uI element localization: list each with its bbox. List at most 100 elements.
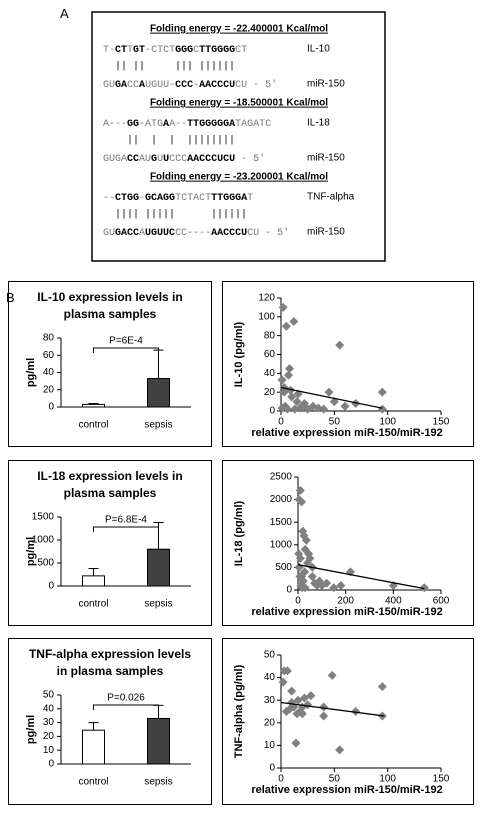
y-tick-label: 40 bbox=[264, 368, 276, 379]
bar bbox=[147, 717, 170, 765]
sequence-segment: TAGATC bbox=[235, 119, 271, 130]
scatter-point bbox=[289, 702, 299, 712]
y-axis-label: IL-18 (pg/ml) bbox=[233, 500, 245, 566]
chart-svg: 0 20 40 60 80 pg/ml control sepsis P=6E-4 bbox=[25, 333, 191, 431]
x-tick-label: 150 bbox=[433, 417, 450, 428]
scatter-point bbox=[377, 404, 387, 414]
scatter-point bbox=[329, 583, 339, 593]
y-tick-label: 1000 bbox=[32, 535, 55, 546]
sequence-segment: G bbox=[151, 154, 157, 165]
sequence: T-CTTGT-CTCTGGGCTTGGGGCT bbox=[103, 45, 247, 56]
x-tick-label: 0 bbox=[278, 774, 284, 785]
y-tick-label: 20 bbox=[43, 731, 55, 742]
sequence-segment: A bbox=[139, 80, 145, 91]
scatter-chart: 0 500 1000 1500 2000 2500 0 200 400 600 IL-18 (pg/… bbox=[222, 460, 474, 626]
scatter-point bbox=[327, 670, 337, 680]
trend-line bbox=[280, 701, 385, 717]
scatter-point bbox=[324, 387, 334, 397]
y-tick-label: 0 bbox=[48, 402, 54, 413]
y-tick-label: 500 bbox=[37, 558, 54, 569]
scatter-point bbox=[313, 403, 323, 413]
sequence-segment: - bbox=[139, 193, 145, 204]
sequence: GUGACCAUGUUCCCAACCCUCU - 5′ bbox=[103, 153, 265, 165]
chart-title: TNF-alpha expression levels in plasma sa… bbox=[28, 647, 192, 678]
x-tick-label: sepsis bbox=[144, 599, 172, 610]
bar bbox=[147, 378, 170, 408]
y-tick-label: 80 bbox=[264, 330, 276, 341]
significance-bracket bbox=[93, 704, 159, 710]
alignment-panel: Folding energy = -22.400001 Kcal/molT-CT… bbox=[91, 11, 386, 262]
x-tick-label: 400 bbox=[385, 596, 402, 607]
scatter-point bbox=[319, 404, 329, 414]
y-tick-label: 0 bbox=[269, 763, 275, 774]
scatter-point bbox=[278, 677, 288, 687]
x-tick-label: 100 bbox=[379, 774, 396, 785]
bar bbox=[147, 548, 170, 587]
y-tick-label: 50 bbox=[264, 650, 276, 661]
chart-svg: 0 500 1000 1500 pg/ml control sepsis P=6.8E-4 bbox=[25, 512, 191, 610]
scatter-point bbox=[278, 302, 288, 312]
base-pairs: |||| ||||| |||||| bbox=[103, 209, 247, 221]
scatter-point bbox=[277, 403, 287, 413]
sequence-segment: UGUUC bbox=[145, 228, 175, 239]
scatter-point bbox=[289, 317, 299, 327]
y-tick-label: 0 bbox=[286, 585, 292, 596]
x-tick-label: 600 bbox=[433, 596, 450, 607]
scatter-point bbox=[336, 580, 346, 590]
y-tick-label: 40 bbox=[43, 703, 55, 714]
sequence-segment: CC bbox=[127, 154, 139, 165]
y-tick-label: 20 bbox=[264, 717, 276, 728]
gene-label: IL-18 bbox=[307, 118, 330, 129]
folding-energy: Folding energy = -23.200001 Kcal/mol bbox=[150, 172, 328, 183]
sequence: GUGACCAUGUU-CCC-AACCCUCU - 5′ bbox=[103, 79, 277, 91]
scatter-point bbox=[314, 576, 324, 586]
scatter-point bbox=[282, 404, 292, 414]
y-tick-label: 60 bbox=[43, 350, 55, 361]
p-value: P=6E-4 bbox=[109, 336, 143, 347]
bar-chart: 0 10 20 30 40 50 pg/ml control sepsis P=0.026 TNF-… bbox=[8, 638, 212, 805]
x-axis-label: relative expression miR-150/miR-192 bbox=[251, 427, 442, 439]
y-tick-label: 0 bbox=[269, 406, 275, 417]
y-axis-label: pg/ml bbox=[25, 358, 37, 387]
y-tick-label: 10 bbox=[43, 745, 55, 756]
scatter-point bbox=[312, 580, 322, 590]
significance-bracket bbox=[93, 347, 159, 353]
scatter-point bbox=[287, 697, 297, 707]
scatter-point bbox=[300, 583, 310, 593]
y-tick-label: 40 bbox=[43, 367, 55, 378]
y-axis-label: pg/ml bbox=[25, 537, 37, 566]
sequence-segment: CC---- bbox=[175, 228, 211, 239]
y-tick-label: 500 bbox=[275, 562, 292, 573]
folding-energy: Folding energy = -22.400001 Kcal/mol bbox=[150, 24, 328, 35]
chart-svg: 0 500 1000 1500 2000 2500 0 200 400 600 IL-18 (pg/… bbox=[233, 472, 450, 618]
scatter-point bbox=[299, 531, 309, 541]
sequence-segment: CT bbox=[115, 45, 127, 56]
sequence-segment: CTGG bbox=[115, 193, 139, 204]
scatter-point bbox=[295, 486, 305, 496]
chart-svg: 0 20 40 60 80 100 120 0 50 100 150 IL-10 (pg/ml) rel… bbox=[233, 293, 450, 439]
panel-label: A bbox=[60, 6, 69, 21]
sequence-segment: CC bbox=[127, 80, 139, 91]
x-axis-label: relative expression miR-150/miR-192 bbox=[251, 606, 442, 618]
sequence-segment: AACCCU bbox=[211, 228, 247, 239]
scatter-point bbox=[287, 392, 297, 402]
scatter-chart: 0 10 20 30 40 50 0 50 100 150 TNF-alpha (pg/ml) rel… bbox=[222, 638, 474, 805]
scatter-point bbox=[301, 535, 311, 545]
gene-label: TNF-alpha bbox=[307, 192, 355, 203]
sequence-segment: GCAGG bbox=[145, 193, 175, 204]
x-tick-label: 100 bbox=[379, 417, 396, 428]
folding-energy: Folding energy = -18.500001 Kcal/mol bbox=[150, 98, 328, 109]
scatter-point bbox=[340, 401, 350, 411]
sequence-segment: GGG bbox=[175, 45, 193, 56]
scatter-point bbox=[335, 745, 345, 755]
y-tick-label: 1500 bbox=[32, 512, 55, 523]
scatter-chart: 0 20 40 60 80 100 120 0 50 100 150 IL-10 (pg/ml) rel… bbox=[222, 281, 474, 447]
scatter-point bbox=[295, 553, 305, 563]
sequence-segment: CCC bbox=[169, 154, 187, 165]
scatter-point bbox=[281, 707, 291, 716]
scatter-point bbox=[285, 364, 295, 374]
scatter-point bbox=[290, 404, 300, 414]
sequence-segment: U bbox=[163, 154, 169, 165]
base-pairs: || | | |||||||| bbox=[103, 135, 235, 147]
y-tick-label: 0 bbox=[48, 581, 54, 592]
